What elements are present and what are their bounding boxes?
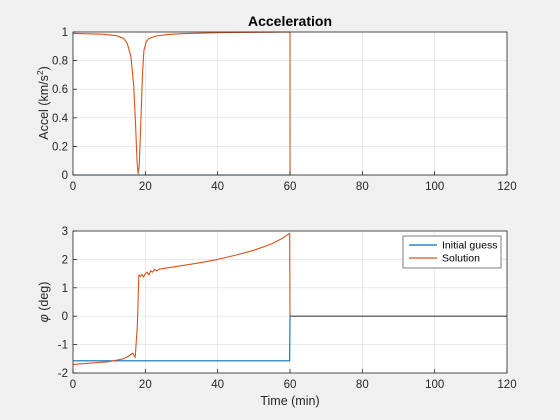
phi-x-tick-label: 40 xyxy=(211,379,224,391)
phi-ticks: 0 20 40 60 80 100 120 -2 -1 0 1 2 3 xyxy=(58,226,517,391)
legend-box xyxy=(402,235,502,269)
acceleration-ticks: 0 20 40 60 80 100 120 0 0.2 0.4 0.6 0.8 1 xyxy=(52,27,517,193)
acceleration-chart-title: Acceleration xyxy=(248,13,332,29)
phi-series-solution-line xyxy=(72,232,291,366)
phi-y-tick-label: -1 xyxy=(58,340,68,352)
phi-y-tick-label: 1 xyxy=(62,283,68,295)
acceleration-y-tick-label: 1 xyxy=(62,27,68,39)
phi-x-tick-label: 100 xyxy=(425,379,444,391)
acceleration-y-tick-label: 0.4 xyxy=(52,113,69,125)
phi-axes[interactable]: 0 20 40 60 80 100 120 -2 -1 0 1 2 3 Time (min) φ (de… xyxy=(37,226,517,408)
acceleration-x-tick-label: 120 xyxy=(497,181,516,193)
acceleration-x-tick-label: 20 xyxy=(139,181,152,193)
acceleration-y-label-main: Accel (km/s xyxy=(37,75,51,140)
phi-x-tick-label: 60 xyxy=(284,379,297,391)
phi-y-label-rest: (deg) xyxy=(37,282,51,315)
phi-y-tick-label: -2 xyxy=(58,368,68,380)
phi-x-tick-label: 0 xyxy=(70,379,76,391)
acceleration-x-tick-label: 100 xyxy=(425,181,444,193)
acceleration-y-tick-label: 0.8 xyxy=(52,56,68,68)
acceleration-y-tick-label: 0 xyxy=(62,170,68,182)
phi-x-tick-label: 120 xyxy=(497,379,516,391)
acceleration-y-label-exponent: 2 xyxy=(35,70,45,75)
phi-symbol: φ xyxy=(37,314,51,322)
acceleration-x-tick-label: 40 xyxy=(211,181,224,193)
phi-y-axis-label: φ (deg) xyxy=(37,282,51,323)
legend-label-solution: Solution xyxy=(442,253,480,265)
phi-y-tick-label: 2 xyxy=(62,254,68,266)
phi-series-initial-guess-line xyxy=(73,316,291,362)
acceleration-y-label-close: ) xyxy=(37,66,51,70)
acceleration-x-tick-label: 0 xyxy=(70,181,76,193)
phi-x-tick-label: 80 xyxy=(356,379,369,391)
phi-y-tick-label: 0 xyxy=(62,311,68,323)
phi-y-tick-label: 3 xyxy=(62,226,68,238)
acceleration-x-tick-label: 80 xyxy=(356,181,369,193)
phi-x-tick-label: 20 xyxy=(139,379,152,391)
acceleration-x-tick-label: 60 xyxy=(284,181,297,193)
acceleration-axes[interactable]: 0 20 40 60 80 100 120 0 0.2 0.4 0.6 0.8 1 Accelerati… xyxy=(35,13,517,193)
legend[interactable]: Initial guess Solution xyxy=(402,235,502,269)
acceleration-y-tick-label: 0.6 xyxy=(52,84,68,96)
legend-label-initial-guess: Initial guess xyxy=(442,240,497,252)
phi-series xyxy=(72,232,507,366)
acceleration-y-tick-label: 0.2 xyxy=(52,141,68,153)
time-x-axis-label: Time (min) xyxy=(260,394,319,408)
acceleration-y-axis-label: Accel (km/s2) xyxy=(35,66,51,140)
